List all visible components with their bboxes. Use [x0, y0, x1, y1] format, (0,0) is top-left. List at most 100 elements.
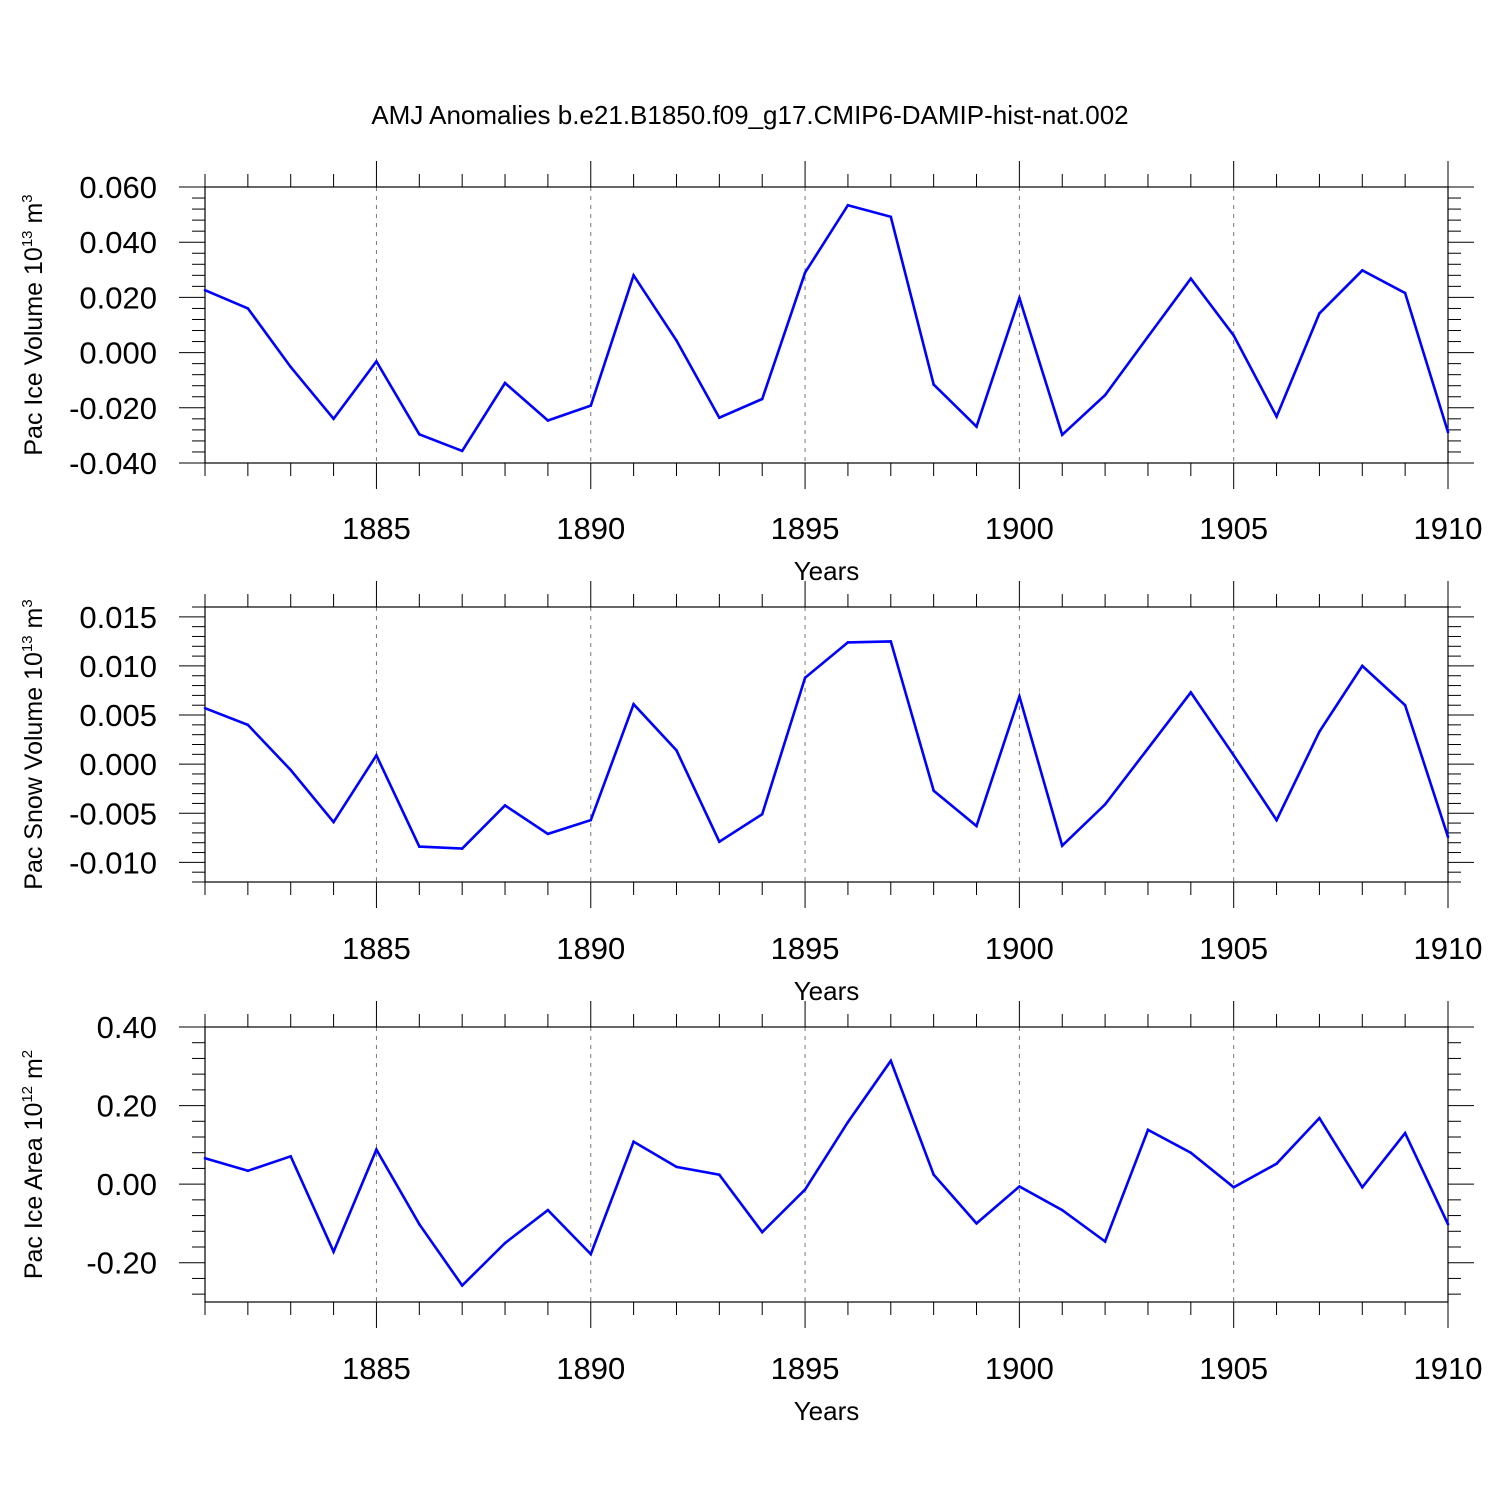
- data-point: [289, 365, 293, 369]
- y-axis-label-part: m: [20, 203, 48, 231]
- chart-panel-1: -0.040 -0.020 0.000 0.020 0.040 0.060 1885 1890…: [19, 161, 1482, 586]
- data-point: [846, 1120, 850, 1124]
- y-axis-label-part: 13: [19, 635, 36, 652]
- data-point: [418, 432, 421, 436]
- data-point: [675, 749, 678, 752]
- chart-panel-3: -0.20 0.00 0.20 0.40 1885 1890 1895 1900 1905 191…: [19, 1001, 1482, 1426]
- data-point: [460, 847, 464, 850]
- y-tick-label: 0.000: [79, 747, 157, 782]
- data-point: [846, 641, 850, 644]
- y-tick-label: 0.20: [97, 1089, 157, 1124]
- data-point: [375, 754, 378, 757]
- y-tick-label: 0.010: [79, 649, 157, 684]
- y-tick-label: 0.020: [79, 280, 157, 315]
- data-point: [1318, 730, 1321, 734]
- data-point: [503, 381, 507, 385]
- data-point: [889, 640, 893, 643]
- data-point: [889, 1059, 893, 1063]
- data-point: [1403, 291, 1407, 295]
- x-tick-label: 1900: [985, 931, 1054, 966]
- data-point: [589, 404, 593, 407]
- data-point: [975, 425, 978, 428]
- data-point: [803, 1188, 807, 1191]
- x-tick-label: 1890: [556, 1351, 625, 1386]
- x-tick-label: 1885: [342, 931, 411, 966]
- data-point: [1275, 818, 1278, 822]
- data-point: [1060, 433, 1064, 437]
- x-tick-label: 1895: [771, 511, 840, 546]
- data-point: [332, 417, 335, 421]
- y-tick-label: -0.020: [69, 391, 157, 426]
- y-tick-label: -0.040: [69, 446, 157, 481]
- x-tick-label: 1905: [1199, 931, 1268, 966]
- plot-frame: [204, 606, 1449, 883]
- data-point: [760, 812, 764, 816]
- y-axis-label-part: 3: [19, 599, 36, 607]
- data-point: [289, 1154, 293, 1158]
- data-point: [1232, 334, 1235, 337]
- data-point: [889, 215, 893, 219]
- figure-title: AMJ Anomalies b.e21.B1850.f09_g17.CMIP6-…: [371, 100, 1128, 130]
- data-point: [675, 1165, 678, 1169]
- y-axis-label: Pac Ice Volume 1013 m3: [19, 194, 48, 455]
- data-point: [460, 449, 464, 453]
- data-point: [203, 288, 207, 292]
- y-axis-label-part: 12: [19, 1086, 36, 1103]
- data-point: [1232, 754, 1235, 757]
- data-point: [332, 820, 335, 824]
- data-point: [1446, 835, 1450, 839]
- data-point: [632, 274, 635, 277]
- data-point: [932, 383, 935, 386]
- data-point: [546, 1208, 550, 1212]
- data-point: [1318, 1116, 1321, 1120]
- x-tick-label: 1890: [556, 511, 625, 546]
- y-axis-label-part: Pac Ice Area 10: [20, 1103, 48, 1280]
- data-point: [203, 706, 207, 710]
- x-tick-label: 1895: [771, 931, 840, 966]
- data-point: [1275, 1162, 1278, 1166]
- data-point: [1403, 703, 1407, 707]
- y-axis-label-part: 13: [19, 230, 36, 247]
- x-axis-label: Years: [794, 976, 860, 1006]
- data-point: [1446, 1222, 1450, 1226]
- data-point: [418, 845, 421, 848]
- x-axis-label: Years: [794, 1396, 860, 1426]
- data-point: [589, 818, 593, 822]
- data-point: [803, 676, 807, 680]
- x-tick-label: 1885: [342, 511, 411, 546]
- y-axis-label-part: m: [20, 608, 48, 636]
- data-point: [1318, 312, 1321, 315]
- data-point: [1146, 335, 1150, 338]
- data-point: [932, 1173, 935, 1177]
- data-point: [546, 832, 550, 836]
- y-tick-label: 0.060: [79, 170, 157, 205]
- data-point: [760, 1230, 764, 1234]
- data-point: [375, 360, 378, 363]
- data-point: [589, 1252, 593, 1256]
- data-point: [718, 416, 721, 420]
- data-point: [1018, 695, 1021, 698]
- data-point: [632, 702, 635, 706]
- data-point: [1103, 393, 1107, 397]
- data-point: [1360, 664, 1364, 668]
- y-tick-label: -0.20: [86, 1246, 157, 1281]
- y-tick-label: 0.005: [79, 698, 157, 733]
- data-point: [975, 824, 978, 828]
- data-point: [332, 1250, 335, 1254]
- y-tick-label: -0.010: [69, 845, 157, 880]
- data-point: [289, 768, 293, 772]
- x-tick-label: 1895: [771, 1351, 840, 1386]
- x-tick-label: 1910: [1414, 931, 1483, 966]
- y-axis-label-part: Pac Ice Volume 10: [20, 247, 48, 455]
- x-tick-label: 1900: [985, 1351, 1054, 1386]
- data-point: [1103, 803, 1107, 806]
- data-point: [1146, 747, 1150, 750]
- data-point: [718, 840, 721, 844]
- data-point: [503, 804, 507, 807]
- data-point: [375, 1148, 378, 1151]
- data-point: [546, 419, 550, 422]
- chart-panel-2: -0.010 -0.005 0.000 0.005 0.010 0.015 1885 1890…: [19, 581, 1482, 1006]
- series-line: [204, 1058, 1450, 1288]
- data-point: [1360, 269, 1364, 272]
